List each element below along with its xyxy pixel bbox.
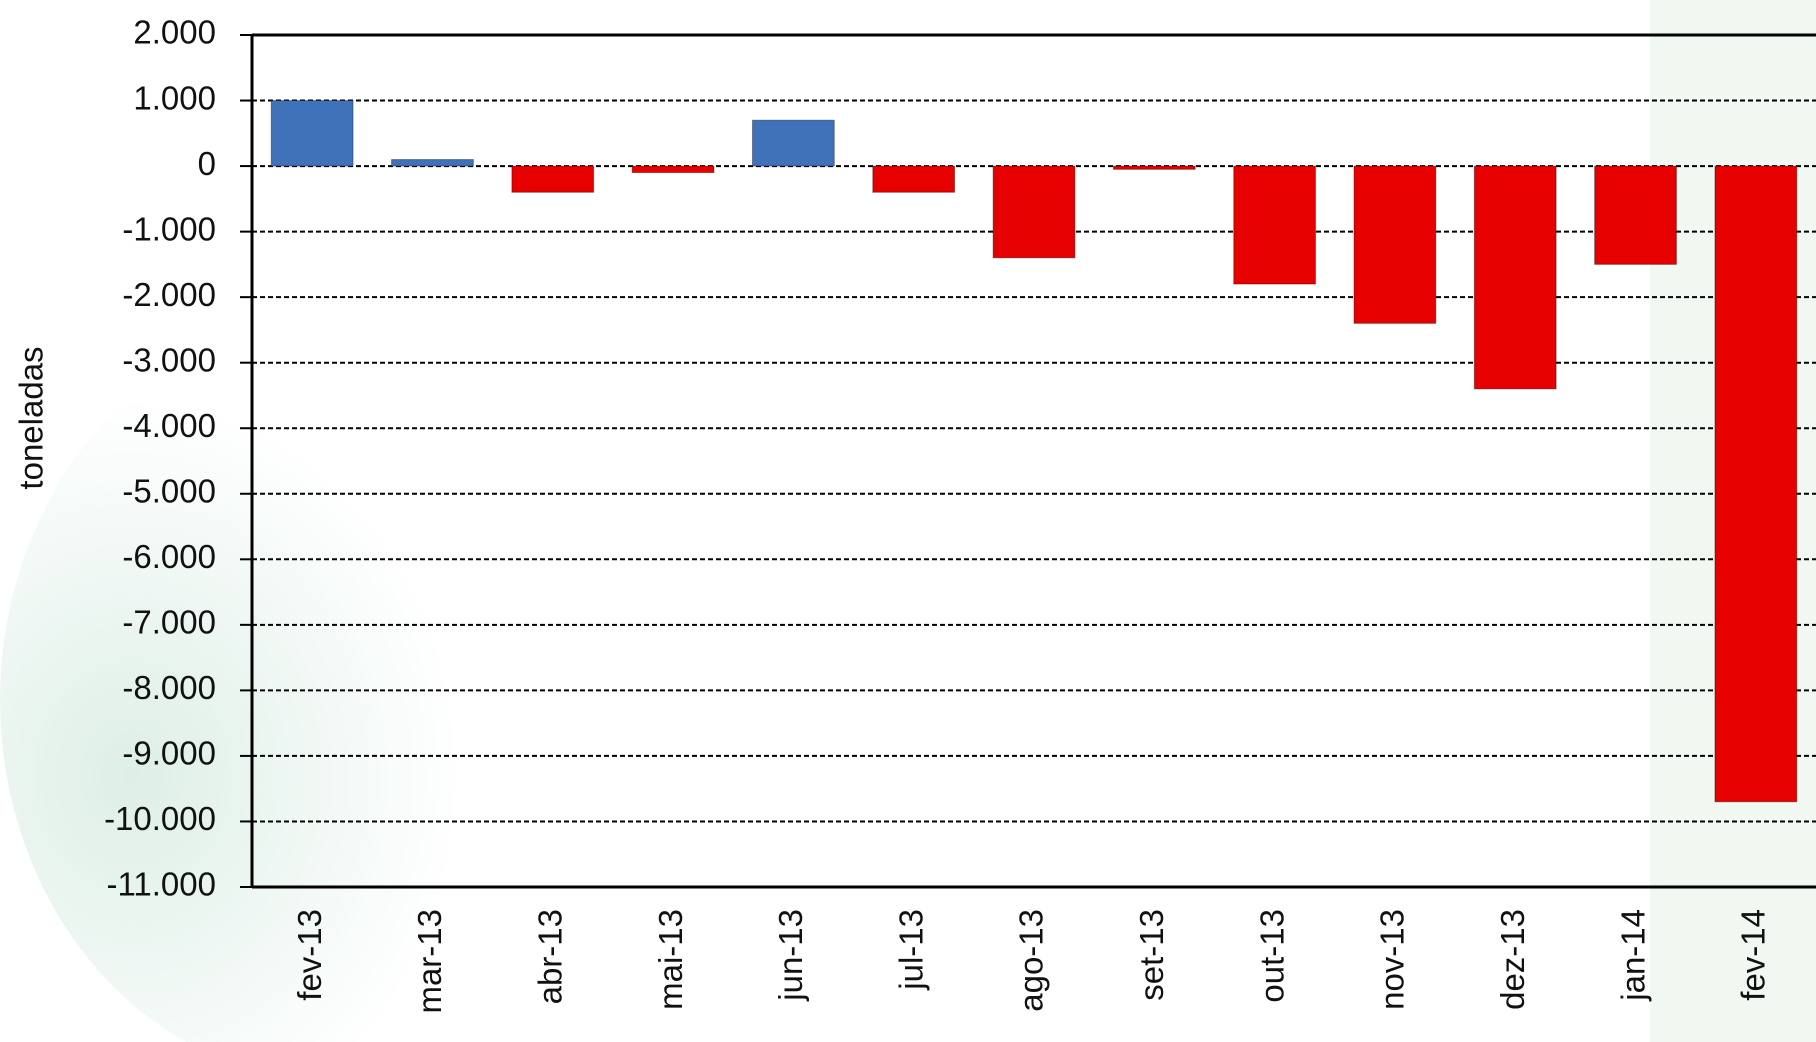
bar — [993, 166, 1075, 258]
bar — [1595, 166, 1677, 264]
bar — [1354, 166, 1436, 323]
x-tick-label: set-13 — [1133, 909, 1170, 1001]
bar — [392, 160, 474, 167]
chart: toneladas -11.000 -10.000 -9.000 -8.000 -7.0… — [0, 0, 1816, 1042]
x-tick-label: mai-13 — [652, 909, 689, 1010]
x-tick-label: abr-13 — [531, 909, 568, 1004]
y-tick-label: -4.000 — [122, 407, 216, 444]
y-tick-label: -11.000 — [107, 866, 216, 903]
y-axis-label: toneladas — [13, 346, 50, 489]
y-tick-label: -10.000 — [104, 800, 216, 837]
bar — [1113, 166, 1195, 169]
x-tick-label: mar-13 — [411, 909, 448, 1014]
x-tick-label: out-13 — [1253, 909, 1290, 1003]
page: toneladas -11.000 -10.000 -9.000 -8.000 -7.0… — [0, 0, 1816, 1042]
bar — [1234, 166, 1316, 284]
y-tick-label: -8.000 — [122, 669, 216, 706]
y-tick-label: -5.000 — [122, 472, 216, 509]
bar — [1715, 166, 1797, 802]
x-tick-label: nov-13 — [1374, 909, 1411, 1010]
y-tick-label: -9.000 — [122, 735, 216, 772]
x-tick-label: jan-14 — [1614, 909, 1651, 1002]
x-tick-label: fev-14 — [1735, 909, 1772, 1001]
x-tick-label: jul-13 — [892, 909, 929, 991]
y-tick-label: 2.000 — [133, 14, 216, 51]
y-tick-label: -2.000 — [122, 276, 216, 313]
x-tick-label: fev-13 — [291, 909, 328, 1001]
x-tick-label: ago-13 — [1013, 909, 1050, 1012]
bar — [271, 101, 353, 167]
bar — [512, 166, 594, 192]
x-tick-label: jun-13 — [772, 909, 809, 1002]
bar — [632, 166, 714, 173]
bar — [752, 120, 834, 166]
y-tick-label: -7.000 — [122, 604, 216, 641]
bar — [873, 166, 955, 192]
x-tick-label: dez-13 — [1494, 909, 1531, 1010]
y-tick-label: 1.000 — [133, 79, 216, 116]
y-tick-label: -3.000 — [122, 341, 216, 378]
y-tick-label: 0 — [198, 145, 216, 182]
y-tick-label: -1.000 — [122, 210, 216, 247]
y-tick-label: -6.000 — [122, 538, 216, 575]
bar — [1474, 166, 1556, 389]
